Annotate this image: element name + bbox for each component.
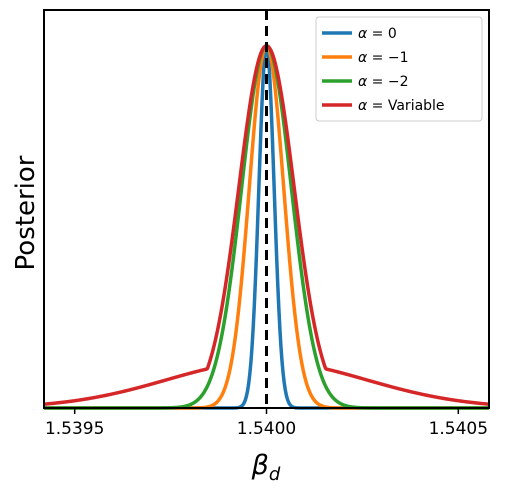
legend-label-0: α = 0: [358, 26, 397, 42]
legend: α = 0 α = −1 α = −2 α = Variable: [315, 16, 483, 122]
legend-label-2: α = −2: [358, 74, 409, 90]
x-axis-ticks: 1.5395 1.5400 1.5405: [45, 408, 488, 439]
y-axis-label: Posterior: [11, 155, 41, 270]
x-tick-label: 1.5400: [237, 419, 296, 439]
x-axis-label: βd: [251, 450, 281, 485]
x-axis-label-main: β: [251, 450, 269, 481]
legend-label-3: α = Variable: [358, 98, 445, 114]
x-tick-label: 1.5405: [429, 419, 488, 439]
legend-box: [315, 16, 483, 122]
x-tick-label: 1.5395: [45, 419, 104, 439]
legend-label-1: α = −1: [358, 50, 409, 66]
x-axis-label-subscript: d: [269, 464, 281, 485]
